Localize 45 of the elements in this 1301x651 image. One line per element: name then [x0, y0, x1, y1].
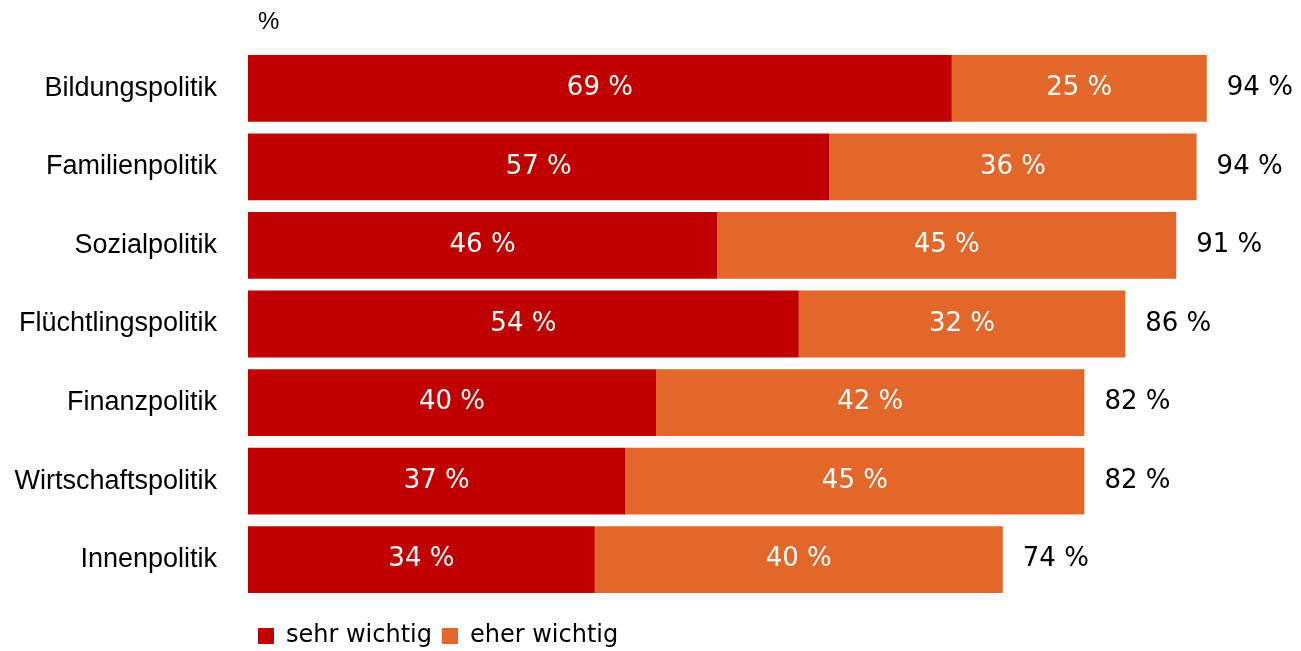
data-label: 46 %: [449, 228, 516, 259]
total-label: 94 %: [1226, 71, 1293, 102]
y-tick-label: Finanzpolitik: [66, 386, 218, 417]
data-label: 36 %: [979, 149, 1047, 180]
bar: [656, 369, 1085, 436]
total-label: 82 %: [1104, 385, 1171, 416]
y-tick-label: Flüchtlingspolitik: [18, 307, 218, 338]
y-tick-label: Innenpolitik: [80, 543, 218, 574]
data-label: 32 %: [928, 306, 996, 337]
data-label: 25 %: [1046, 71, 1113, 102]
data-label: 37 %: [403, 463, 470, 494]
total-label: 94 %: [1216, 149, 1283, 180]
legend-label: sehr wichtig: [286, 620, 432, 649]
bar: [248, 54, 952, 122]
data-label: 34 %: [388, 542, 455, 573]
bar: [594, 526, 1003, 594]
bar: [951, 54, 1207, 122]
x-axis-title: %: [258, 6, 280, 34]
y-tick-label: Sozialpolitik: [74, 228, 218, 259]
y-tick-label: Familienpolitik: [45, 150, 218, 181]
bar: [248, 212, 718, 279]
bar: [248, 447, 626, 515]
data-label: 57 %: [505, 149, 572, 180]
total-label: 91 %: [1196, 228, 1263, 259]
data-label: 40 %: [765, 542, 832, 573]
bar: [717, 212, 1177, 279]
data-label: 42 %: [837, 385, 904, 416]
y-tick-label: Wirtschaftspolitik: [14, 464, 218, 495]
bar: [829, 133, 1197, 201]
data-label: 69 %: [566, 71, 633, 102]
data-label: 45 %: [913, 228, 980, 259]
bar: [248, 526, 595, 594]
data-label: 40 %: [418, 385, 486, 416]
legend-label: eher wichtig: [469, 620, 619, 649]
bar: [248, 369, 656, 436]
bar: [798, 290, 1126, 358]
total-label: 74 %: [1022, 542, 1089, 573]
y-tick-label: Bildungspolitik: [44, 71, 218, 102]
bar: [248, 290, 799, 358]
total-label: 86 %: [1145, 306, 1212, 337]
bar: [248, 133, 830, 201]
data-label: 45 %: [821, 463, 888, 494]
bar: [625, 447, 1085, 515]
data-label: 54 %: [490, 306, 557, 337]
total-label: 82 %: [1104, 463, 1171, 494]
